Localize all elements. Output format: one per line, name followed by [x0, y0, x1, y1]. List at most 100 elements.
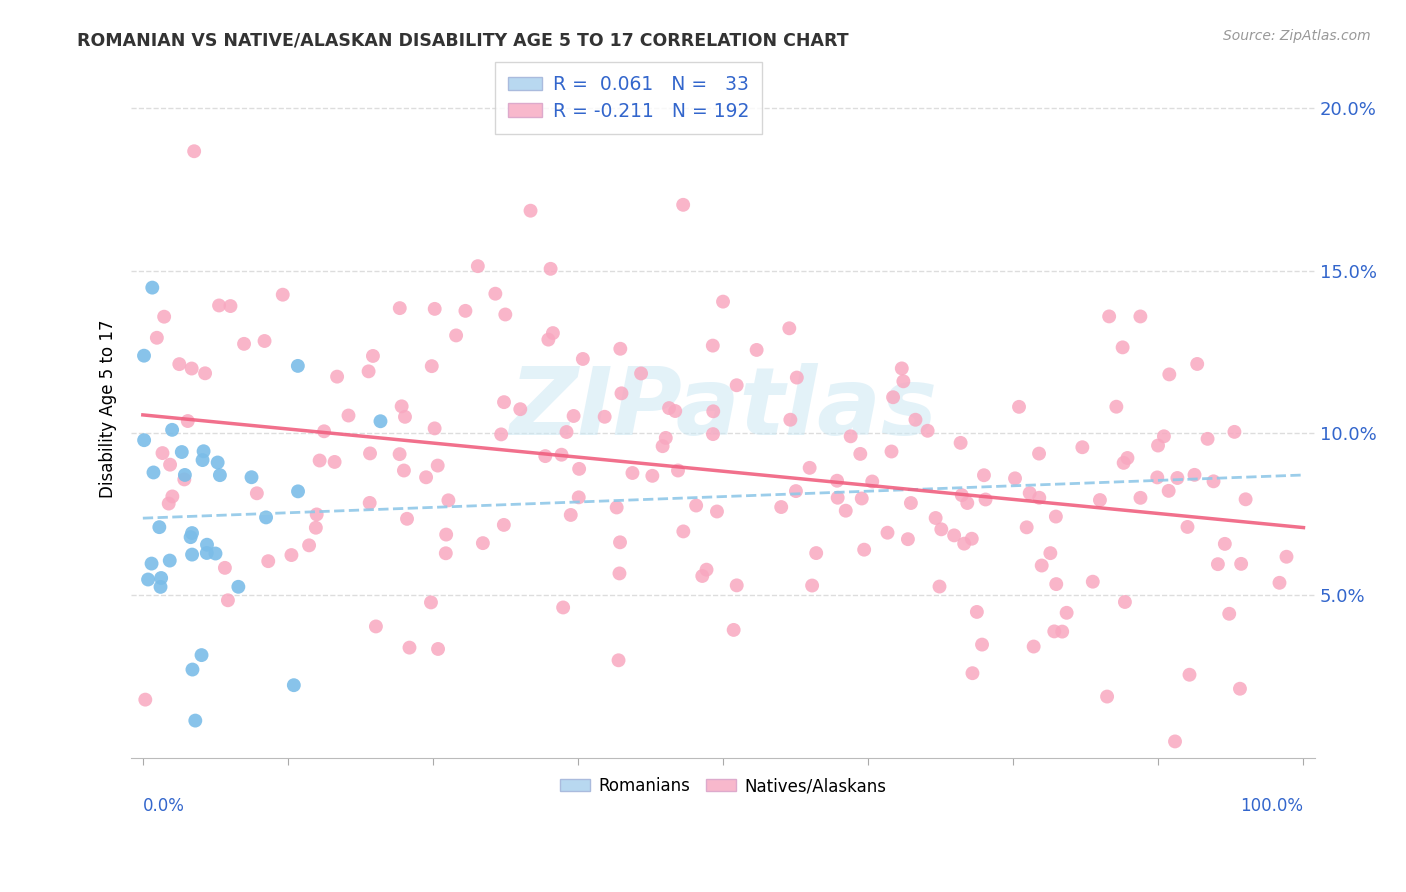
Point [696, 563, 718, 577]
Point [1184, 467, 1206, 482]
Point [191, 453, 214, 467]
Point [170, 445, 193, 459]
Point [388, 301, 411, 315]
Point [169, 357, 191, 371]
Point [180, 361, 202, 376]
Point [444, 328, 467, 343]
Point [509, 402, 531, 417]
Point [540, 261, 562, 276]
Point [184, 714, 207, 728]
Point [1028, 447, 1050, 461]
Point [177, 414, 200, 428]
Point [359, 496, 381, 510]
Point [1146, 470, 1168, 484]
Point [1095, 690, 1118, 704]
Point [672, 198, 695, 212]
Point [415, 470, 437, 484]
Point [849, 447, 872, 461]
Point [1275, 549, 1298, 564]
Point [489, 427, 512, 442]
Point [568, 462, 591, 476]
Point [827, 491, 849, 505]
Point [928, 580, 950, 594]
Point [702, 404, 724, 418]
Point [181, 548, 204, 562]
Point [1071, 440, 1094, 454]
Point [159, 553, 181, 567]
Point [770, 500, 793, 514]
Point [956, 496, 979, 510]
Point [228, 580, 250, 594]
Point [685, 499, 707, 513]
Point [423, 421, 446, 435]
Point [271, 287, 294, 301]
Point [233, 336, 256, 351]
Point [1159, 368, 1181, 382]
Point [183, 145, 205, 159]
Point [193, 444, 215, 458]
Point [395, 512, 418, 526]
Point [153, 310, 176, 324]
Point [1031, 558, 1053, 573]
Point [725, 378, 748, 392]
Point [214, 561, 236, 575]
Point [1088, 493, 1111, 508]
Point [492, 517, 515, 532]
Point [298, 538, 321, 552]
Point [929, 522, 952, 536]
Point [893, 374, 915, 388]
Point [553, 600, 575, 615]
Point [1153, 429, 1175, 443]
Point [1098, 310, 1121, 324]
Point [825, 474, 848, 488]
Point [1056, 606, 1078, 620]
Point [1230, 557, 1253, 571]
Point [702, 338, 724, 352]
Point [1028, 491, 1050, 505]
Point [607, 653, 630, 667]
Point [725, 578, 748, 592]
Point [337, 409, 360, 423]
Point [1129, 491, 1152, 505]
Legend: Romanians, Natives/Alaskans: Romanians, Natives/Alaskans [553, 771, 893, 802]
Point [471, 536, 494, 550]
Point [219, 299, 242, 313]
Point [159, 458, 181, 472]
Point [1147, 438, 1170, 452]
Point [974, 492, 997, 507]
Point [785, 484, 807, 499]
Point [195, 546, 218, 560]
Point [217, 593, 239, 607]
Point [801, 578, 824, 592]
Point [630, 367, 652, 381]
Point [1043, 624, 1066, 639]
Point [890, 361, 912, 376]
Point [195, 538, 218, 552]
Point [664, 404, 686, 418]
Point [711, 294, 734, 309]
Point [658, 401, 681, 415]
Point [1234, 492, 1257, 507]
Point [434, 546, 457, 560]
Point [427, 642, 450, 657]
Point [562, 409, 585, 423]
Point [1218, 607, 1240, 621]
Point [534, 449, 557, 463]
Point [593, 409, 616, 424]
Point [148, 520, 170, 534]
Point [254, 510, 277, 524]
Point [1018, 486, 1040, 500]
Point [1197, 432, 1219, 446]
Point [180, 530, 202, 544]
Point [162, 490, 184, 504]
Point [240, 470, 263, 484]
Point [851, 491, 873, 506]
Point [420, 359, 443, 373]
Point [208, 298, 231, 312]
Point [900, 496, 922, 510]
Point [655, 431, 678, 445]
Point [1213, 537, 1236, 551]
Point [1164, 734, 1187, 748]
Point [257, 554, 280, 568]
Text: Source: ZipAtlas.com: Source: ZipAtlas.com [1223, 29, 1371, 43]
